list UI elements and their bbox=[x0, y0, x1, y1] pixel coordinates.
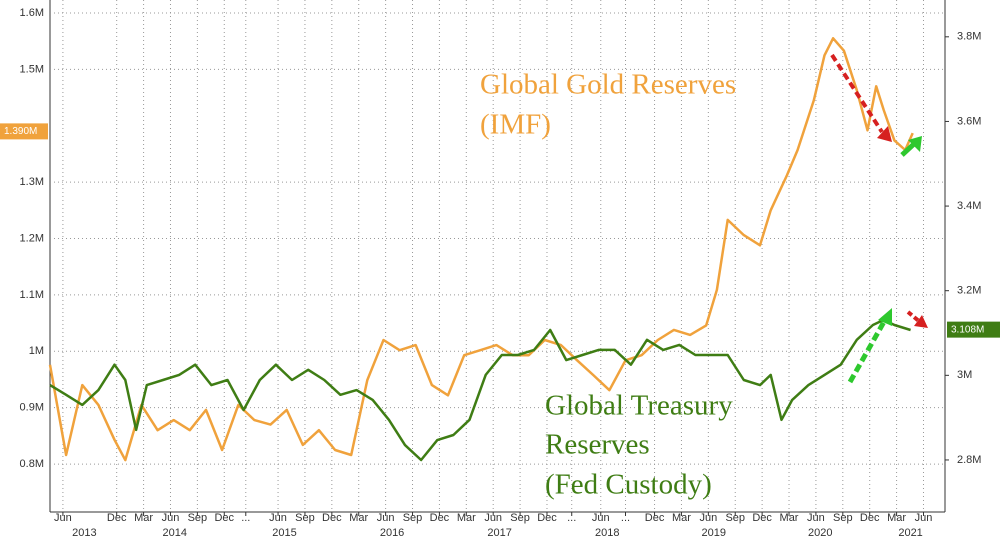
x-tick-label: Mar bbox=[887, 512, 906, 524]
y-tick-label: 0.8M bbox=[20, 458, 44, 470]
x-year-label: 2019 bbox=[701, 527, 725, 539]
x-tick-label: Dec bbox=[752, 512, 772, 524]
x-tick-label: Mar bbox=[672, 512, 691, 524]
y-tick-label: 1.2M bbox=[20, 232, 44, 244]
x-tick-label: Sep bbox=[295, 512, 315, 524]
x-tick-label: ... bbox=[241, 512, 250, 524]
x-tick-label: Sep bbox=[725, 512, 745, 524]
x-tick-label: Mar bbox=[134, 512, 153, 524]
x-tick-label: Jun bbox=[807, 512, 825, 524]
y-tick-label: 1M bbox=[29, 345, 44, 357]
x-tick-label: Mar bbox=[457, 512, 476, 524]
y2-tick-label: 3.8M bbox=[957, 31, 981, 43]
annotation: (Fed Custody) bbox=[545, 469, 712, 501]
x-tick-label: Sep bbox=[403, 512, 423, 524]
annotation: Global Gold Reserves bbox=[480, 69, 736, 101]
x-tick-label: Dec bbox=[537, 512, 557, 524]
x-tick-label: Jun bbox=[484, 512, 502, 524]
x-year-label: 2015 bbox=[272, 527, 296, 539]
x-tick-label: Jun bbox=[269, 512, 287, 524]
y2-tick-label: 3.4M bbox=[957, 200, 981, 212]
x-tick-label: Dec bbox=[322, 512, 342, 524]
x-tick-label: Mar bbox=[780, 512, 799, 524]
y2-tick-label: 3.2M bbox=[957, 285, 981, 297]
x-tick-label: ... bbox=[621, 512, 630, 524]
y-tick-label: 1.5M bbox=[20, 63, 44, 75]
x-year-label: 2017 bbox=[487, 527, 511, 539]
x-year-label: 2021 bbox=[898, 527, 922, 539]
y-tick-label: 1.1M bbox=[20, 289, 44, 301]
x-year-label: 2020 bbox=[808, 527, 832, 539]
x-year-label: 2016 bbox=[380, 527, 404, 539]
x-tick-label: Sep bbox=[188, 512, 208, 524]
x-tick-label: Dec bbox=[214, 512, 234, 524]
x-tick-label: Jun bbox=[592, 512, 610, 524]
x-tick-label: Dec bbox=[860, 512, 880, 524]
last-value-label: 1.390M bbox=[4, 126, 37, 137]
x-tick-label: Dec bbox=[107, 512, 127, 524]
x-year-label: 2018 bbox=[595, 527, 619, 539]
annotation: Reserves bbox=[545, 429, 650, 461]
last-value-label: 3.108M bbox=[951, 324, 984, 335]
x-year-label: 2014 bbox=[163, 527, 187, 539]
x-tick-label: Dec bbox=[645, 512, 665, 524]
y2-tick-label: 3.6M bbox=[957, 115, 981, 127]
y-tick-label: 1.3M bbox=[20, 176, 44, 188]
x-tick-label: Jun bbox=[54, 512, 72, 524]
x-tick-label: Mar bbox=[349, 512, 368, 524]
annotation: (IMF) bbox=[480, 109, 551, 141]
y2-tick-label: 2.8M bbox=[957, 454, 981, 466]
x-tick-label: Dec bbox=[430, 512, 450, 524]
y2-tick-label: 3M bbox=[957, 369, 972, 381]
x-tick-label: Jun bbox=[699, 512, 717, 524]
y-tick-label: 0.9M bbox=[20, 402, 44, 414]
x-tick-label: Jun bbox=[377, 512, 395, 524]
last-value-tag bbox=[947, 321, 1000, 338]
x-tick-label: Sep bbox=[510, 512, 530, 524]
x-tick-label: Jun bbox=[162, 512, 180, 524]
trend-arrows bbox=[830, 53, 928, 384]
last-value-tag bbox=[0, 123, 48, 140]
series-line bbox=[49, 318, 911, 462]
x-tick-label: Sep bbox=[833, 512, 853, 524]
x-tick-label: ... bbox=[567, 512, 576, 524]
x-year-label: 2013 bbox=[72, 527, 96, 539]
annotation: Global Treasury bbox=[545, 390, 733, 422]
y-tick-label: 1.6M bbox=[20, 7, 44, 19]
x-tick-label: Jun bbox=[915, 512, 933, 524]
